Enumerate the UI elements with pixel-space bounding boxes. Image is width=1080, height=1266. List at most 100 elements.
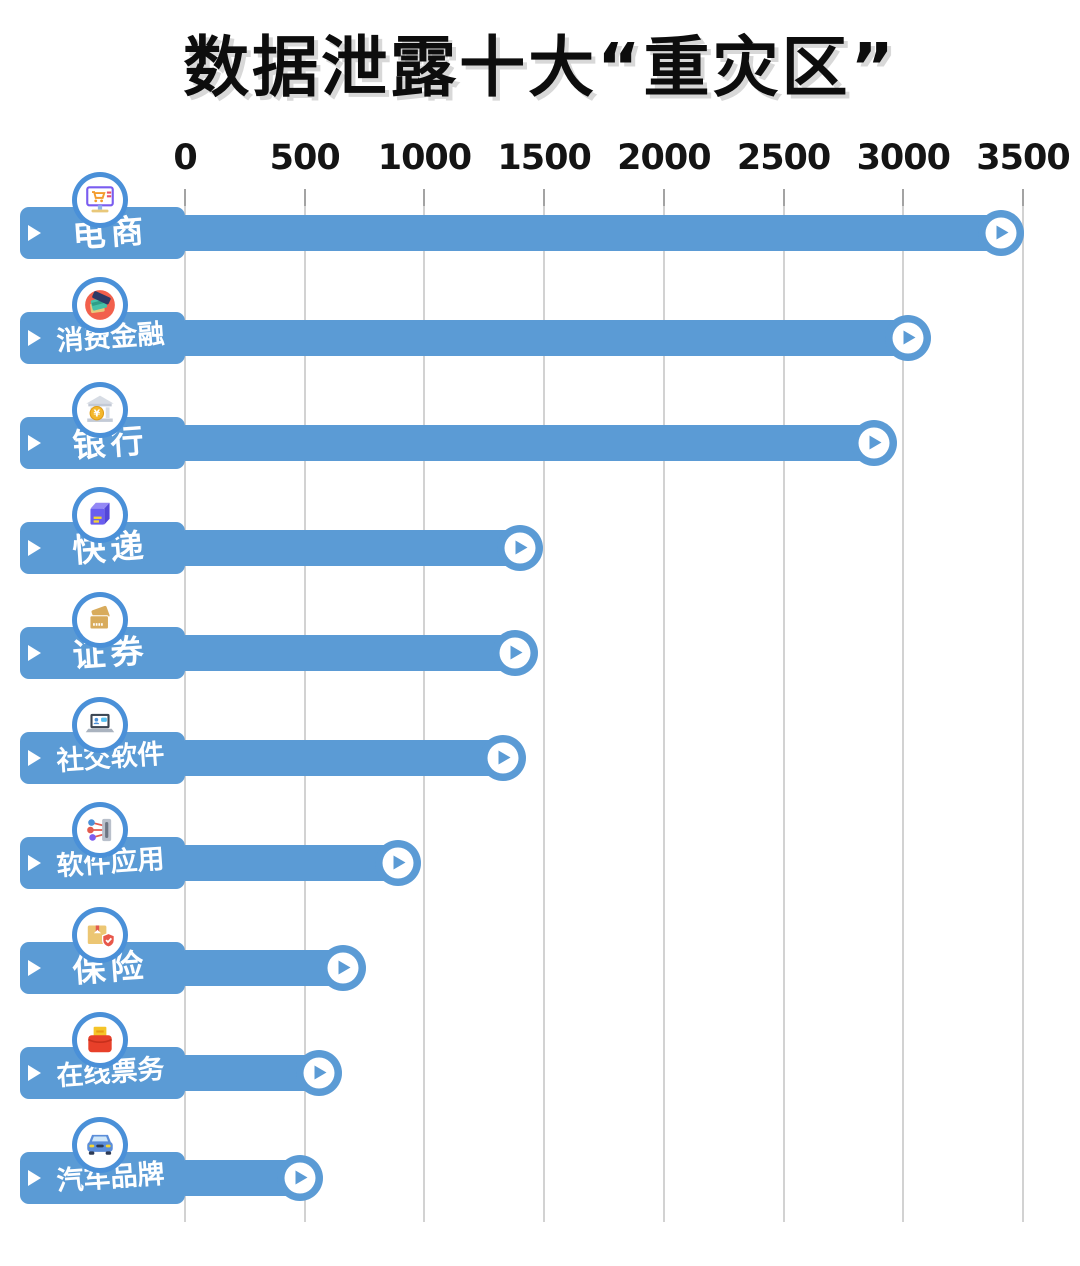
bar [185,840,421,886]
bar [185,420,897,466]
x-axis-tick-label: 2500 [736,138,831,178]
axis-tick [184,189,186,206]
play-button-circle [499,637,531,669]
bar-end-cap [497,525,543,571]
bar-end-cap [277,1155,323,1201]
x-axis-tick-label: 1500 [497,138,591,178]
category-icon-badge [72,172,128,228]
bank-building-icon: ¥ [77,387,123,433]
gridline [184,189,186,1222]
gridline [1022,189,1024,1222]
play-triangle-icon [393,855,406,870]
play-button-circle [892,322,924,354]
triangle-bullet-icon [28,645,41,661]
triangle-bullet-icon [28,960,41,976]
bar [185,525,543,571]
x-axis-tick-label: 0 [173,138,197,178]
triangle-bullet-icon [28,1170,41,1186]
car-icon [77,1122,123,1168]
gridline [782,189,785,1222]
play-triangle-icon [338,960,351,975]
bar [185,1155,323,1201]
axis-tick [1022,189,1024,206]
triangle-bullet-icon [28,225,41,241]
play-triangle-icon [510,645,523,660]
axis-tick [543,189,546,206]
triangle-bullet-icon [28,750,41,766]
triangle-bullet-icon [28,1065,41,1081]
play-triangle-icon [869,435,882,450]
category-icon-badge [72,277,128,333]
play-button-circle [327,952,359,984]
chart-row: 消费金融 [0,277,1080,364]
chart-row: 汽车品牌 [0,1117,1080,1204]
bar-end-cap [320,945,366,991]
play-triangle-icon [515,540,528,555]
bar-end-cap [296,1050,342,1096]
bar-end-cap [851,420,897,466]
chart-row: 快递 [0,487,1080,574]
triangle-bullet-icon [28,540,41,556]
bar [185,1050,342,1096]
gridline [423,189,426,1222]
ecommerce-monitor-cart-icon [77,177,123,223]
x-axis-tick-label: 3000 [856,138,951,178]
chart-row: 保险 [0,907,1080,994]
bar [185,315,931,361]
x-axis-tick-label: 2000 [617,138,711,178]
bar [185,735,526,781]
chart-row: 电商 [0,172,1080,259]
play-button-circle [487,742,519,774]
category-icon-badge: ¥ [72,382,128,438]
play-triangle-icon [314,1065,327,1080]
bar-end-cap [375,840,421,886]
bar-end-cap [885,315,931,361]
bar [185,630,538,676]
x-axis-tick-label: 3500 [976,138,1070,178]
gridline [662,189,665,1222]
triangle-bullet-icon [28,435,41,451]
category-icon-badge [72,907,128,963]
gridline [543,189,546,1222]
gridline [902,189,905,1222]
axis-tick [423,189,426,206]
play-triangle-icon [498,750,511,765]
triangle-bullet-icon [28,855,41,871]
play-triangle-icon [996,225,1009,240]
play-button-circle [858,427,890,459]
axis-tick [303,189,306,206]
credit-cards-icon [77,282,123,328]
axis-tick [902,189,905,206]
category-icon-badge [72,1117,128,1173]
bar-end-cap [480,735,526,781]
chart-row: 软件应用 [0,802,1080,889]
play-triangle-icon [903,330,916,345]
ticket-box-icon [77,1017,123,1063]
play-button-circle [284,1162,316,1194]
axis-tick [782,189,785,206]
chart-row: 证券 [0,592,1080,679]
bar-end-cap [978,210,1024,256]
play-button-circle [303,1057,335,1089]
bar [185,210,1024,256]
bar [185,945,366,991]
gridline [303,189,306,1222]
triangle-bullet-icon [28,330,41,346]
category-icon-badge [72,487,128,543]
app-network-icon [77,807,123,853]
axis-tick [662,189,665,206]
chart-title: 数据泄露十大“重灾区” [183,29,897,106]
svg-text:¥: ¥ [93,408,100,419]
play-button-circle [504,532,536,564]
category-icon-badge [72,802,128,858]
securities-cards-icon [77,597,123,643]
chart-row: 银行 ¥ [0,382,1080,469]
x-axis-tick-label: 1000 [377,138,472,178]
parcel-box-icon [77,492,123,538]
bar-end-cap [492,630,538,676]
category-icon-badge [72,697,128,753]
package-shield-icon [77,912,123,958]
x-axis-tick-label: 500 [269,138,341,178]
chart-row: 社交软件 [0,697,1080,784]
